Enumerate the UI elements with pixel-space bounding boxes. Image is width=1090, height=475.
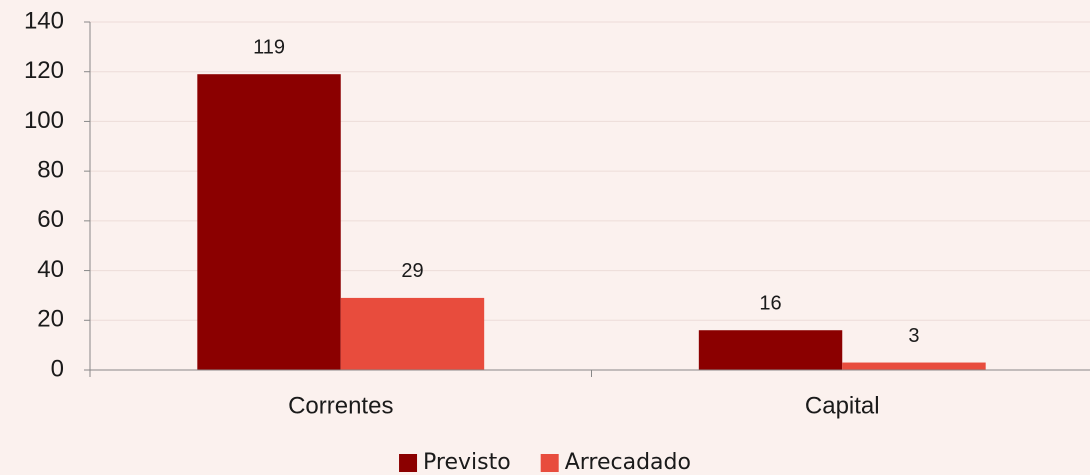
bar <box>698 330 843 370</box>
y-tick-label: 20 <box>37 306 64 333</box>
legend-label: Arrecadado <box>565 450 691 475</box>
x-tick-label: Capital <box>805 392 880 419</box>
legend-label: Previsto <box>423 450 511 475</box>
y-tick-label: 100 <box>24 107 64 134</box>
bar <box>340 297 485 370</box>
bar <box>197 74 341 370</box>
y-tick-label: 40 <box>37 256 64 283</box>
data-label: 3 <box>908 325 919 347</box>
bar <box>842 362 986 370</box>
y-tick-label: 140 <box>24 7 64 34</box>
y-tick-label: 80 <box>37 156 64 183</box>
legend-swatch <box>540 454 559 472</box>
data-label: 16 <box>759 293 781 315</box>
y-tick-label: 60 <box>37 206 64 233</box>
data-label: 119 <box>253 36 285 58</box>
y-tick-label: 0 <box>51 355 64 382</box>
y-tick-label: 120 <box>24 57 64 84</box>
legend-swatch <box>399 454 418 472</box>
x-tick-label: Correntes <box>288 392 393 419</box>
data-label: 29 <box>401 260 423 282</box>
